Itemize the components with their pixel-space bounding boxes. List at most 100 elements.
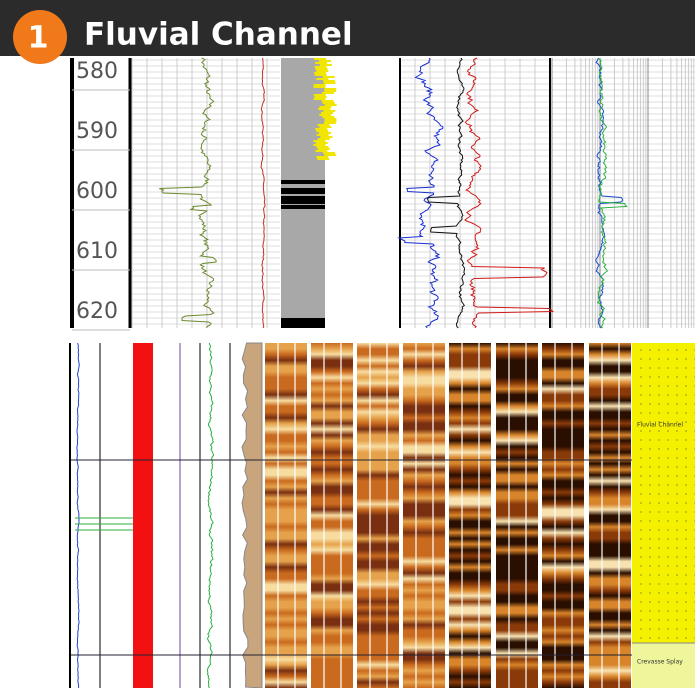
lithology-sand [314, 86, 326, 88]
sand-dot [685, 538, 686, 539]
lithology-sand [318, 148, 330, 150]
sand-dot [658, 502, 659, 503]
sand-dot [676, 619, 677, 620]
sand-dot [658, 493, 659, 494]
badge-number: 1 [28, 21, 49, 56]
sand-dot [667, 493, 668, 494]
sand-dot [676, 358, 677, 359]
sand-dot [685, 412, 686, 413]
lithology-sand [316, 142, 328, 144]
tan-curve [242, 343, 262, 688]
sand-dot [685, 574, 686, 575]
sand-dot [667, 610, 668, 611]
sand-dot [685, 367, 686, 368]
sand-dot [658, 421, 659, 422]
sand-dot [685, 484, 686, 485]
sand-dot [676, 475, 677, 476]
sand-dot [676, 529, 677, 530]
lithology-sand [323, 76, 335, 78]
sand-dot [676, 574, 677, 575]
depth-label: 600 [76, 179, 118, 204]
sand-dot [667, 511, 668, 512]
sand-dot [667, 583, 668, 584]
sand-dot [676, 412, 677, 413]
sand-dot [640, 394, 641, 395]
sand-dot [667, 367, 668, 368]
lithology-sand [319, 106, 331, 108]
sand-dot [667, 385, 668, 386]
sand-dot [658, 547, 659, 548]
sand-dot [649, 574, 650, 575]
sand-dot [658, 367, 659, 368]
facies-crevasse [632, 643, 695, 688]
sand-dot [658, 385, 659, 386]
image-strip [449, 343, 491, 688]
lithology-sand [319, 126, 331, 128]
sand-dot [649, 484, 650, 485]
lithology-shale [281, 205, 325, 209]
lithology-sand [323, 110, 335, 112]
sand-dot [658, 412, 659, 413]
sand-dot [676, 637, 677, 638]
sand-dot [658, 574, 659, 575]
sand-dot [676, 520, 677, 521]
sand-dot [649, 403, 650, 404]
lithology-shale [281, 196, 325, 204]
lithology-sand [315, 66, 327, 68]
sand-dot [649, 628, 650, 629]
lithology-sand [322, 116, 334, 118]
sand-dot [667, 628, 668, 629]
sand-dot [667, 601, 668, 602]
sand-dot [667, 592, 668, 593]
sand-dot [667, 394, 668, 395]
sand-dot [667, 565, 668, 566]
sand-dot [685, 637, 686, 638]
sand-dot [676, 565, 677, 566]
sand-dot [685, 520, 686, 521]
sand-dot [658, 439, 659, 440]
lithology-sand [313, 140, 325, 142]
facies-label: Crevasse Splay [637, 659, 683, 666]
sand-dot [649, 466, 650, 467]
sand-dot [676, 448, 677, 449]
sand-dot [640, 565, 641, 566]
sand-dot [640, 547, 641, 548]
sand-dot [676, 628, 677, 629]
sand-dot [649, 601, 650, 602]
sand-dot [640, 367, 641, 368]
lithology-sand [316, 68, 328, 70]
sand-dot [685, 592, 686, 593]
lithology-sand [315, 150, 327, 152]
sand-dot [649, 547, 650, 548]
sand-dot [676, 511, 677, 512]
sand-dot [676, 349, 677, 350]
sand-dot [640, 403, 641, 404]
lithology-sand [322, 100, 334, 102]
sand-dot [649, 637, 650, 638]
log-curve [77, 343, 80, 688]
sand-dot [658, 538, 659, 539]
sand-dot [667, 556, 668, 557]
sand-dot [685, 349, 686, 350]
lithology-shale [281, 318, 325, 328]
image-strip [311, 343, 353, 688]
sand-dot [640, 502, 641, 503]
sand-dot [658, 619, 659, 620]
sand-dot [658, 637, 659, 638]
lithology-sand [316, 156, 328, 158]
sand-dot [649, 583, 650, 584]
log-display: 1 Fluvial Channel 580590600610620 Fluvia… [0, 0, 695, 688]
lithology-sand [324, 90, 336, 92]
sand-dot [676, 367, 677, 368]
sand-dot [667, 421, 668, 422]
sand-dot [640, 448, 641, 449]
sand-dot [676, 376, 677, 377]
lithology-sand [314, 84, 326, 86]
lithology-sand [321, 112, 333, 114]
sand-dot [667, 637, 668, 638]
sand-dot [667, 502, 668, 503]
lithology-sand [315, 74, 327, 76]
sand-dot [649, 439, 650, 440]
sand-dot [649, 376, 650, 377]
lithology-sand [320, 64, 332, 66]
